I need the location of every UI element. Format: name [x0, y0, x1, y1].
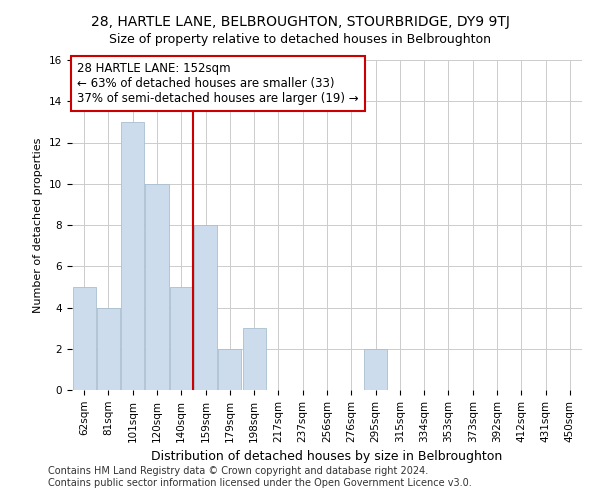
Text: 28 HARTLE LANE: 152sqm
← 63% of detached houses are smaller (33)
37% of semi-det: 28 HARTLE LANE: 152sqm ← 63% of detached… [77, 62, 359, 104]
X-axis label: Distribution of detached houses by size in Belbroughton: Distribution of detached houses by size … [151, 450, 503, 463]
Bar [218, 349, 241, 390]
Bar [121, 122, 144, 390]
Text: Contains HM Land Registry data © Crown copyright and database right 2024.
Contai: Contains HM Land Registry data © Crown c… [48, 466, 472, 487]
Text: 28, HARTLE LANE, BELBROUGHTON, STOURBRIDGE, DY9 9TJ: 28, HARTLE LANE, BELBROUGHTON, STOURBRID… [91, 15, 509, 29]
Y-axis label: Number of detached properties: Number of detached properties [34, 138, 43, 312]
Bar [97, 308, 120, 390]
Bar [145, 184, 169, 390]
Bar [73, 287, 95, 390]
Bar [170, 287, 193, 390]
Bar [194, 225, 217, 390]
Bar [242, 328, 266, 390]
Bar [364, 349, 387, 390]
Text: Size of property relative to detached houses in Belbroughton: Size of property relative to detached ho… [109, 32, 491, 46]
